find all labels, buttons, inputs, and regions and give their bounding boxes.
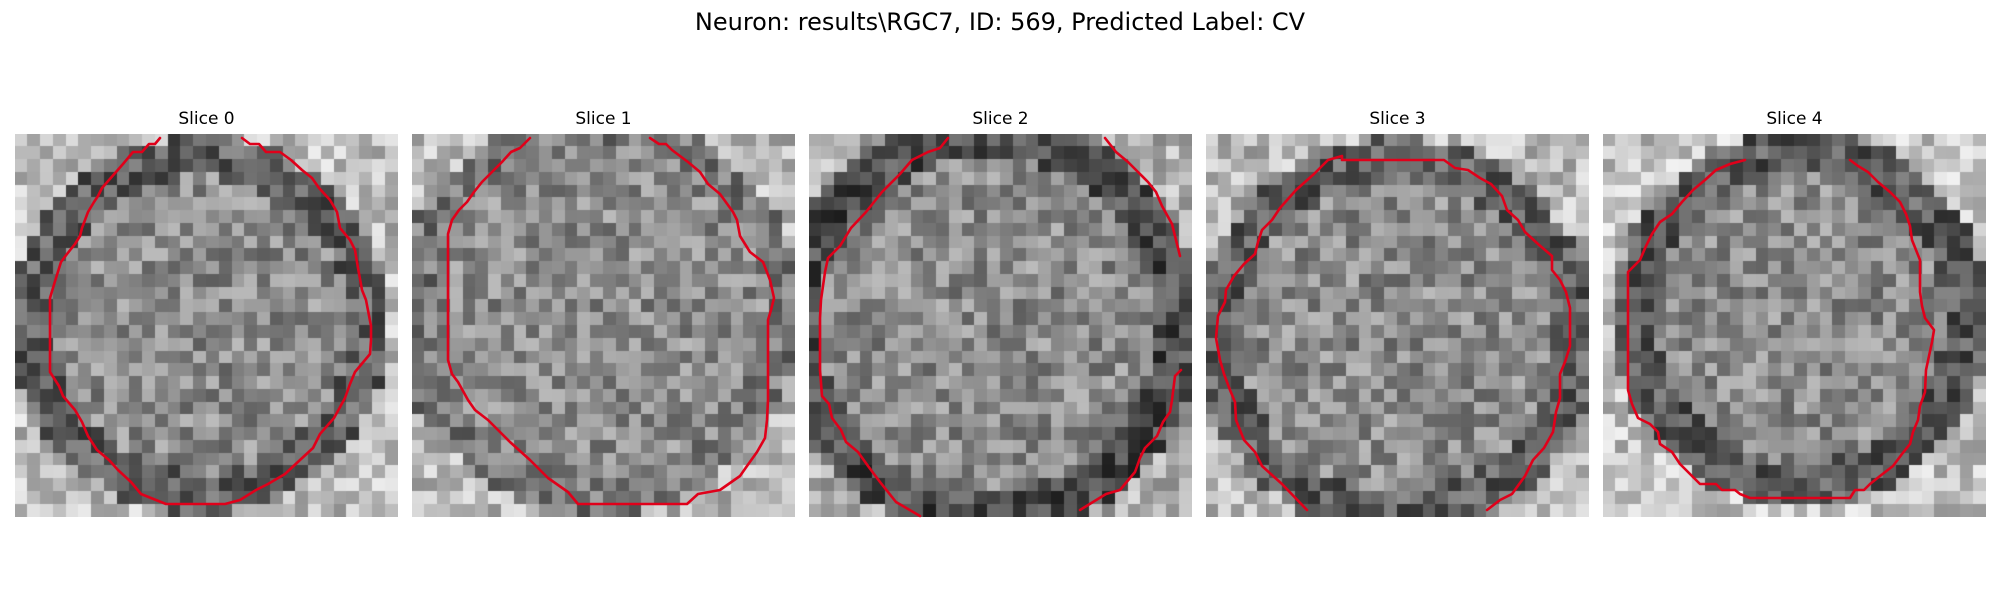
slice-1-image	[412, 134, 795, 517]
slice-2-image	[809, 134, 1192, 517]
figure-title: Neuron: results\RGC7, ID: 569, Predicted…	[694, 8, 1306, 36]
slice-4-image	[1603, 134, 1986, 517]
slice-3-image	[1206, 134, 1589, 517]
panel-title-slice-4: Slice 4	[1766, 109, 1823, 129]
panel-title-slice-2: Slice 2	[972, 109, 1029, 129]
panel-title-slice-1: Slice 1	[575, 109, 632, 129]
panel-title-slice-3: Slice 3	[1369, 109, 1426, 129]
slice-0-image	[15, 134, 398, 517]
panel-title-slice-0: Slice 0	[178, 109, 235, 129]
